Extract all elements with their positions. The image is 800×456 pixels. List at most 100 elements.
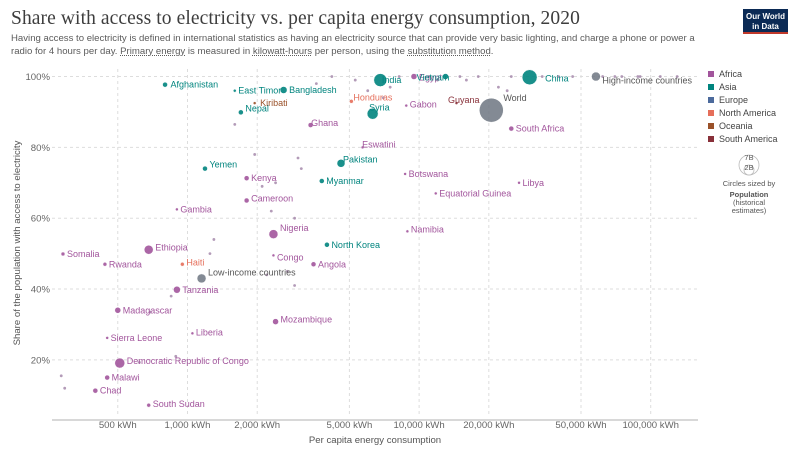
- point-kiribati[interactable]: [252, 101, 257, 105]
- point-label: South Africa: [516, 124, 565, 134]
- point-myanmar[interactable]: [319, 178, 325, 184]
- background-point: [148, 310, 152, 314]
- legend-swatch[interactable]: [708, 97, 714, 103]
- background-point: [233, 122, 237, 126]
- point-guyana[interactable]: [454, 101, 459, 105]
- point-nepal[interactable]: [238, 109, 244, 116]
- background-point: [476, 75, 480, 78]
- y-tick-label: 60%: [31, 214, 51, 225]
- legend-label[interactable]: Oceania: [719, 121, 753, 131]
- legend-swatch[interactable]: [708, 136, 714, 142]
- subtitle-text-4: .: [490, 45, 494, 57]
- point-botswana[interactable]: [403, 172, 407, 176]
- legend-label[interactable]: North America: [719, 108, 776, 118]
- point-angola[interactable]: [310, 261, 317, 267]
- point-label: China: [545, 73, 569, 83]
- size-legend-variable: Population: [730, 190, 769, 199]
- point-india[interactable]: [373, 73, 388, 87]
- point-label: Yemen: [209, 160, 237, 170]
- point-high-income-countries[interactable]: [591, 71, 601, 82]
- background-point: [138, 360, 141, 364]
- point-malawi[interactable]: [104, 374, 110, 381]
- point-label: Tanzania: [182, 285, 218, 295]
- legend-label[interactable]: Africa: [719, 69, 742, 79]
- x-tick-label: 1,000 kWh: [165, 420, 211, 431]
- background-point: [464, 78, 468, 82]
- point-syria[interactable]: [366, 107, 379, 120]
- point-liberia[interactable]: [190, 331, 195, 336]
- chart-title: Share with access to electricity vs. per…: [11, 8, 580, 29]
- logo-line-2: in Data: [752, 21, 779, 31]
- point-label: Democratic Republic of Congo: [127, 356, 249, 366]
- point-label: Libya: [523, 178, 545, 188]
- background-point: [353, 78, 357, 82]
- point-label: Gabon: [410, 100, 437, 110]
- point-kenya[interactable]: [243, 175, 250, 181]
- point-south-africa[interactable]: [508, 125, 515, 132]
- point-label: East Timor: [238, 86, 281, 96]
- background-point: [636, 75, 640, 78]
- background-point: [613, 75, 617, 78]
- legend-label[interactable]: Europe: [719, 95, 748, 105]
- background-point: [505, 89, 509, 93]
- point-somalia[interactable]: [60, 251, 66, 257]
- point-madagascar[interactable]: [114, 307, 122, 314]
- point-gambia[interactable]: [175, 207, 179, 212]
- point-label: Guyana: [448, 95, 480, 105]
- point-yemen[interactable]: [202, 165, 208, 172]
- point-mozambique[interactable]: [272, 318, 279, 325]
- point-nigeria[interactable]: [268, 229, 279, 239]
- point-libya[interactable]: [517, 181, 521, 185]
- x-tick-label: 5,000 kWh: [326, 420, 372, 431]
- point-low-income-countries[interactable]: [196, 273, 207, 284]
- background-point: [265, 273, 269, 277]
- point-world[interactable]: [479, 97, 504, 123]
- point-tanzania[interactable]: [173, 286, 181, 294]
- background-point: [638, 75, 642, 78]
- point-congo[interactable]: [271, 253, 276, 258]
- point-sierra-leone[interactable]: [105, 336, 109, 340]
- point-label: High-income countries: [602, 76, 692, 86]
- legend: Africa Asia Europe North America Oceania Sout…: [708, 69, 778, 215]
- substitution-method-link[interactable]: substitution method: [407, 45, 491, 57]
- point-label: Angola: [318, 259, 346, 269]
- point-honduras[interactable]: [349, 99, 354, 104]
- subtitle-text-3: per person, using the: [312, 45, 408, 57]
- legend-swatch[interactable]: [708, 84, 714, 90]
- point-eswatini[interactable]: [360, 145, 365, 150]
- point-haiti[interactable]: [180, 262, 185, 267]
- point-china[interactable]: [521, 69, 538, 85]
- legend-label[interactable]: Asia: [719, 82, 737, 92]
- legend-swatch[interactable]: [708, 71, 714, 77]
- size-legend-variable: estimates): [732, 206, 767, 215]
- point-rwanda[interactable]: [102, 262, 108, 267]
- legend-swatch[interactable]: [708, 123, 714, 129]
- point-gabon[interactable]: [404, 103, 409, 108]
- point-equatorial-guinea[interactable]: [434, 191, 438, 196]
- background-point: [63, 386, 67, 390]
- background-point: [366, 89, 370, 93]
- point-pakistan[interactable]: [336, 159, 346, 168]
- point-south-sudan[interactable]: [146, 402, 151, 408]
- legend-swatch[interactable]: [708, 110, 714, 116]
- point-namibia[interactable]: [405, 229, 410, 234]
- point-egypt[interactable]: [410, 73, 418, 80]
- point-ghana[interactable]: [307, 122, 314, 128]
- owid-logo[interactable]: Our World in Data: [743, 9, 788, 34]
- point-label: Afghanistan: [171, 80, 219, 90]
- point-bangladesh[interactable]: [279, 86, 288, 94]
- point-vietnam[interactable]: [442, 73, 449, 80]
- point-east-timor[interactable]: [233, 88, 237, 93]
- legend-label[interactable]: South America: [719, 134, 778, 144]
- x-tick-label: 500 kWh: [99, 420, 137, 431]
- point-north-korea[interactable]: [324, 242, 330, 248]
- point-afghanistan[interactable]: [162, 81, 168, 88]
- primary-energy-link[interactable]: Primary energy: [120, 45, 186, 57]
- point-cameroon[interactable]: [243, 197, 250, 204]
- background-point: [675, 75, 679, 78]
- point-democratic-republic-of-congo[interactable]: [114, 357, 126, 369]
- point-ethiopia[interactable]: [143, 244, 154, 255]
- kilowatt-hours-link[interactable]: kilowatt-hours: [252, 45, 313, 57]
- point-label: Namibia: [411, 224, 444, 234]
- point-chad[interactable]: [92, 387, 99, 394]
